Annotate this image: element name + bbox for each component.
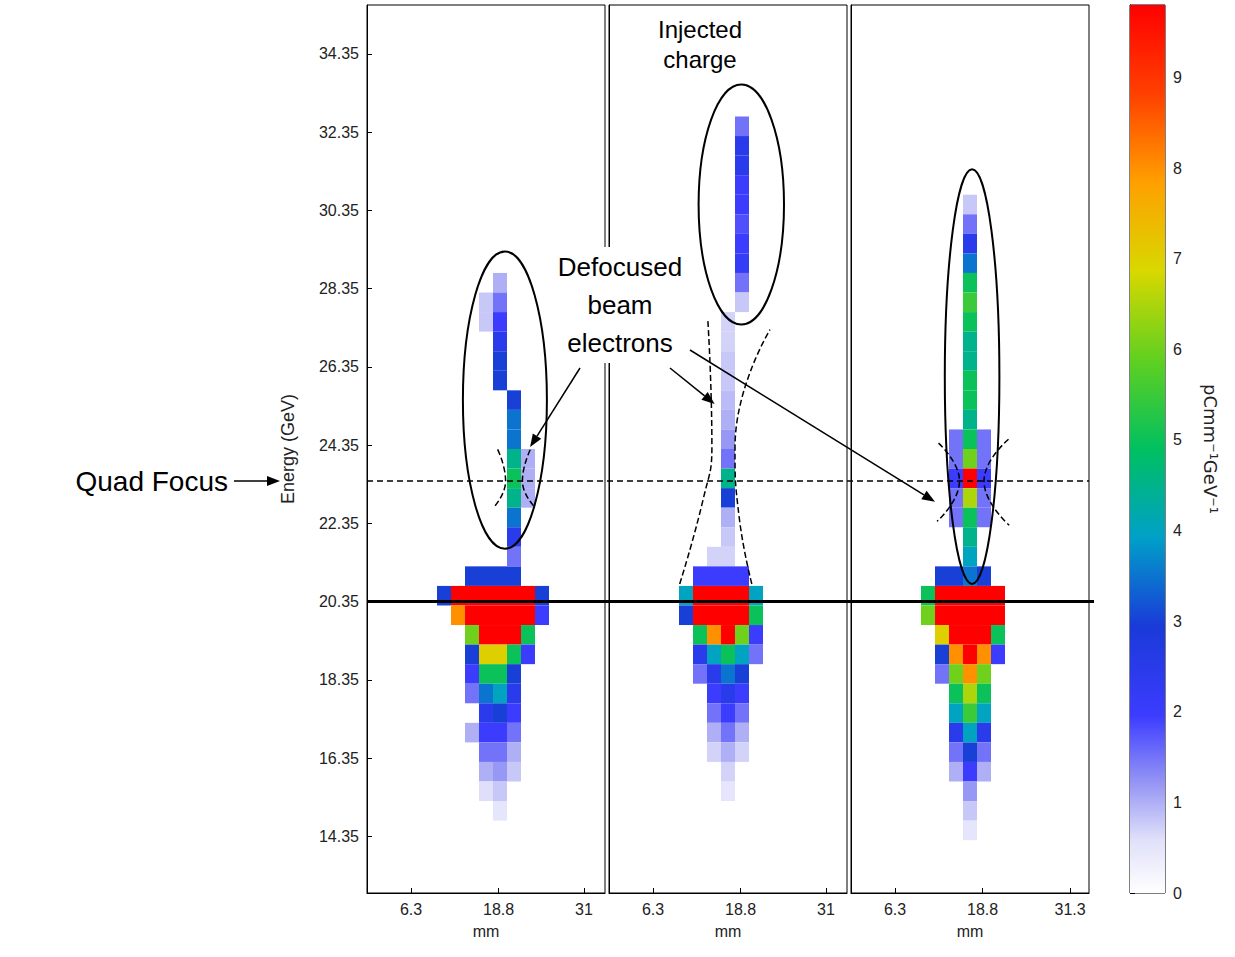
svg-text:18.35: 18.35 [319, 671, 359, 688]
svg-text:28.35: 28.35 [319, 280, 359, 297]
svg-text:18.8: 18.8 [725, 901, 756, 918]
svg-text:14.35: 14.35 [319, 828, 359, 845]
svg-text:Energy (GeV): Energy (GeV) [278, 394, 298, 504]
svg-text:20.35: 20.35 [319, 593, 359, 610]
svg-text:34.35: 34.35 [319, 45, 359, 62]
svg-text:31.3: 31.3 [1055, 901, 1086, 918]
svg-text:24.35: 24.35 [319, 437, 359, 454]
svg-text:4: 4 [1173, 522, 1182, 539]
svg-text:32.35: 32.35 [319, 124, 359, 141]
svg-text:9: 9 [1173, 69, 1182, 86]
svg-text:5: 5 [1173, 431, 1182, 448]
svg-text:30.35: 30.35 [319, 202, 359, 219]
svg-text:6.3: 6.3 [400, 901, 422, 918]
svg-text:31: 31 [575, 901, 593, 918]
svg-text:26.35: 26.35 [319, 358, 359, 375]
svg-text:22.35: 22.35 [319, 515, 359, 532]
svg-text:6.3: 6.3 [642, 901, 664, 918]
svg-text:31: 31 [817, 901, 835, 918]
svg-text:pCmm⁻¹GeV⁻¹: pCmm⁻¹GeV⁻¹ [1200, 384, 1221, 514]
svg-text:7: 7 [1173, 250, 1182, 267]
svg-text:Defocused: Defocused [558, 252, 682, 282]
svg-text:Injected: Injected [658, 16, 742, 43]
svg-text:Quad Focus: Quad Focus [75, 466, 228, 497]
svg-text:0: 0 [1173, 885, 1182, 902]
svg-text:charge: charge [663, 46, 736, 73]
svg-text:3: 3 [1173, 613, 1182, 630]
svg-text:mm: mm [715, 923, 742, 940]
svg-text:mm: mm [473, 923, 500, 940]
svg-text:16.35: 16.35 [319, 750, 359, 767]
svg-text:18.8: 18.8 [967, 901, 998, 918]
svg-text:8: 8 [1173, 160, 1182, 177]
svg-text:6.3: 6.3 [884, 901, 906, 918]
svg-text:beam: beam [587, 290, 652, 320]
svg-text:1: 1 [1173, 794, 1182, 811]
svg-text:electrons: electrons [567, 328, 673, 358]
svg-text:mm: mm [957, 923, 984, 940]
svg-text:18.8: 18.8 [483, 901, 514, 918]
svg-text:2: 2 [1173, 703, 1182, 720]
svg-text:6: 6 [1173, 341, 1182, 358]
